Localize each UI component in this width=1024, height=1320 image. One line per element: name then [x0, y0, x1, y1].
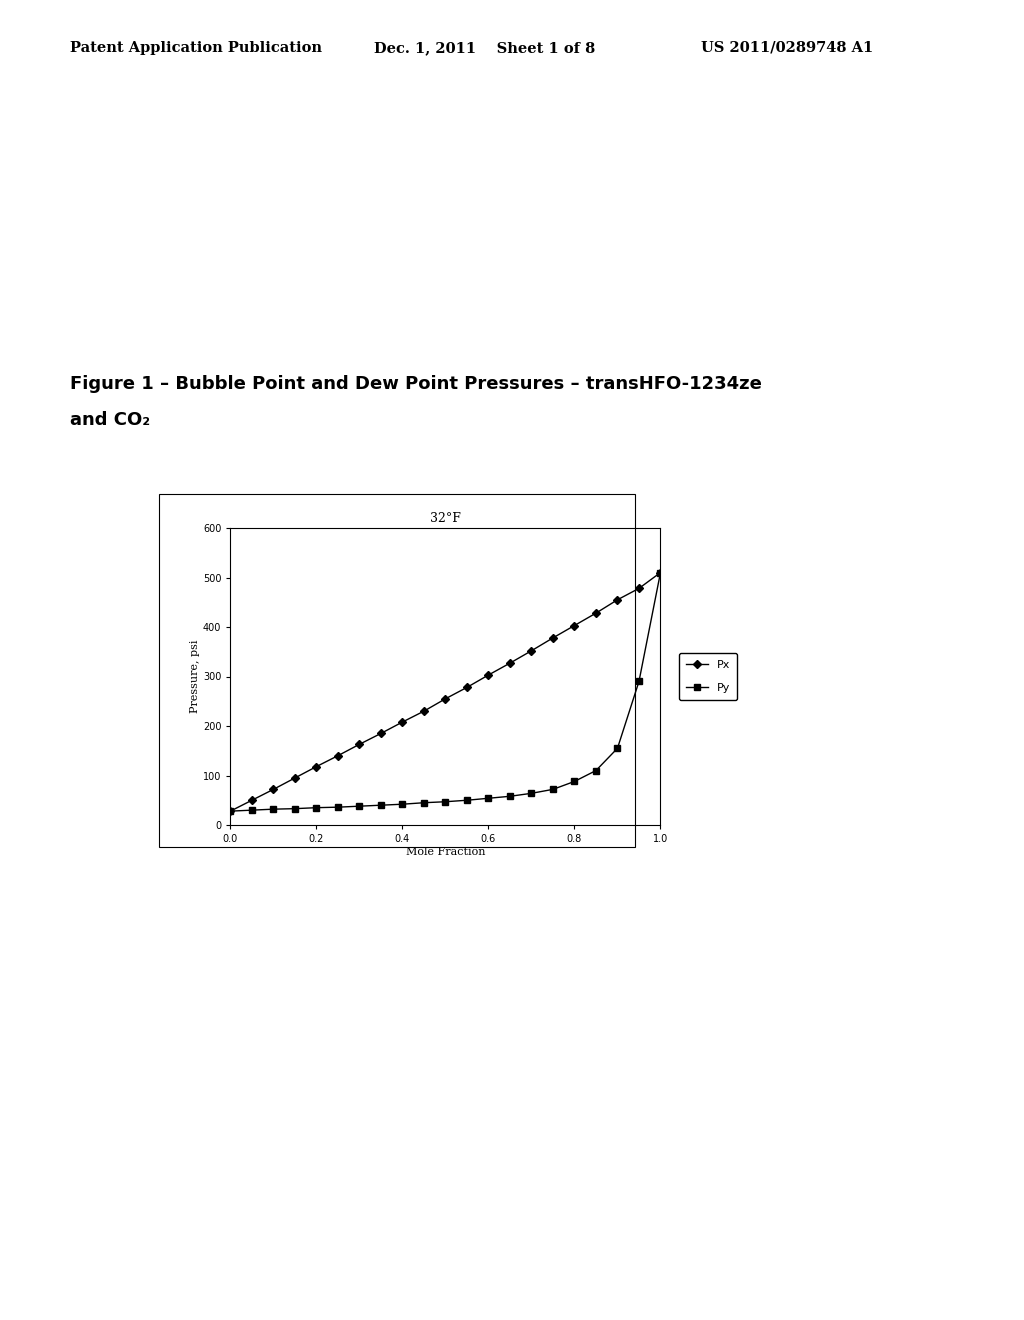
Py	[439, 793, 452, 809]
Line: Px: Px	[227, 570, 664, 814]
Py	[396, 796, 409, 812]
Py	[547, 781, 559, 797]
Px	[353, 737, 366, 752]
Px	[633, 581, 645, 597]
Text: and CO₂: and CO₂	[70, 411, 150, 429]
Py	[375, 797, 387, 813]
Py	[504, 788, 516, 804]
Px	[482, 667, 495, 682]
Title: 32°F: 32°F	[430, 512, 461, 525]
Py	[482, 791, 495, 807]
Y-axis label: Pressure, psi: Pressure, psi	[190, 640, 200, 713]
Px	[418, 704, 430, 719]
Py	[418, 795, 430, 810]
Py	[267, 801, 280, 817]
Py	[568, 774, 581, 789]
Py	[654, 565, 667, 581]
Py	[461, 792, 473, 808]
Line: Py: Py	[227, 570, 664, 814]
Py	[590, 763, 602, 779]
Px	[310, 759, 323, 775]
Px	[332, 747, 344, 763]
Px	[568, 618, 581, 634]
Px	[590, 605, 602, 622]
Text: Dec. 1, 2011    Sheet 1 of 8: Dec. 1, 2011 Sheet 1 of 8	[374, 41, 595, 55]
Px	[439, 690, 452, 706]
Py	[310, 800, 323, 816]
Px	[246, 792, 258, 808]
Px	[375, 726, 387, 742]
Text: US 2011/0289748 A1: US 2011/0289748 A1	[701, 41, 873, 55]
Px	[461, 680, 473, 696]
Py	[224, 803, 237, 818]
Text: Figure 1 – Bubble Point and Dew Point Pressures – transHFO-1234ze: Figure 1 – Bubble Point and Dew Point Pr…	[70, 375, 762, 393]
Px	[396, 714, 409, 730]
Py	[289, 801, 301, 817]
Px	[289, 770, 301, 785]
Px	[611, 591, 624, 607]
Py	[332, 799, 344, 814]
Py	[633, 673, 645, 689]
Px	[224, 803, 237, 818]
Py	[246, 803, 258, 818]
Px	[525, 643, 538, 659]
Px	[654, 565, 667, 581]
Text: Patent Application Publication: Patent Application Publication	[70, 41, 322, 55]
Py	[353, 799, 366, 814]
Px	[267, 781, 280, 797]
Legend: Px, Py: Px, Py	[679, 653, 736, 700]
Px	[504, 655, 516, 671]
Py	[525, 785, 538, 801]
Py	[611, 741, 624, 756]
Px	[547, 630, 559, 645]
X-axis label: Mole Fraction: Mole Fraction	[406, 847, 485, 857]
